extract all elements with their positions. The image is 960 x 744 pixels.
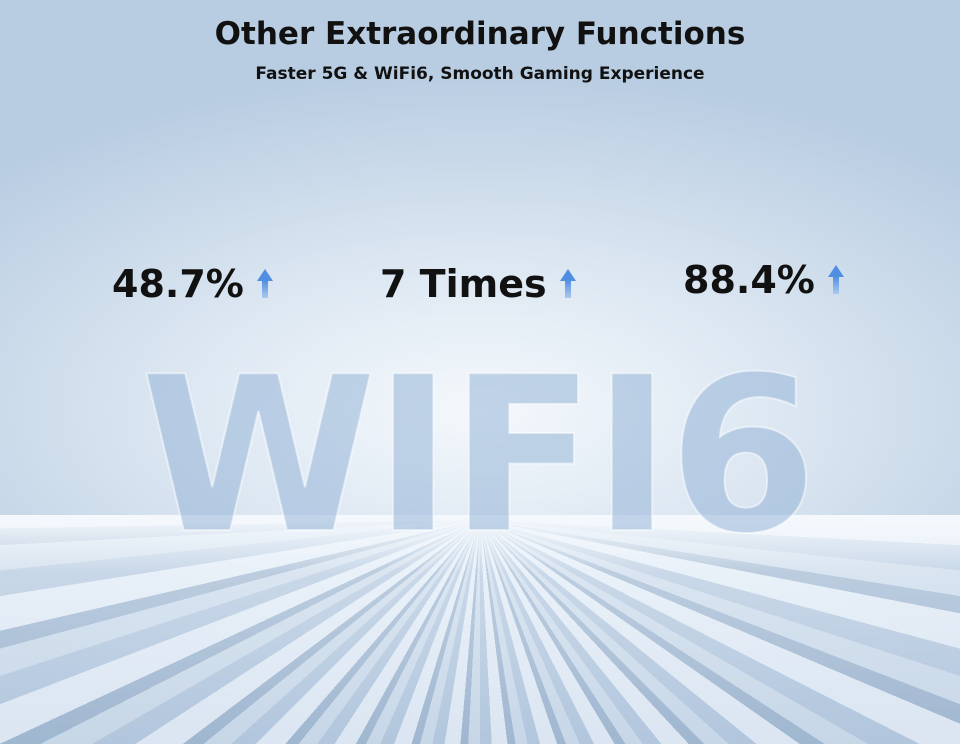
stat-value: 48.7% xyxy=(112,262,244,306)
stat-value: 7 Times xyxy=(380,262,547,306)
hero-text: WIFI6 xyxy=(139,329,819,582)
stat-1: 48.7% xyxy=(112,262,273,306)
stat-3: 88.4% xyxy=(683,258,844,302)
floor-fade xyxy=(0,515,960,744)
arrow-up-icon xyxy=(827,265,844,295)
stat-value: 88.4% xyxy=(683,258,815,302)
page-title: Other Extraordinary Functions xyxy=(214,16,746,52)
stat-2: 7 Times xyxy=(380,262,576,306)
page-subtitle: Faster 5G & WiFi6, Smooth Gaming Experie… xyxy=(255,64,705,84)
arrow-up-icon xyxy=(256,269,273,299)
arrow-up-icon xyxy=(559,269,576,299)
